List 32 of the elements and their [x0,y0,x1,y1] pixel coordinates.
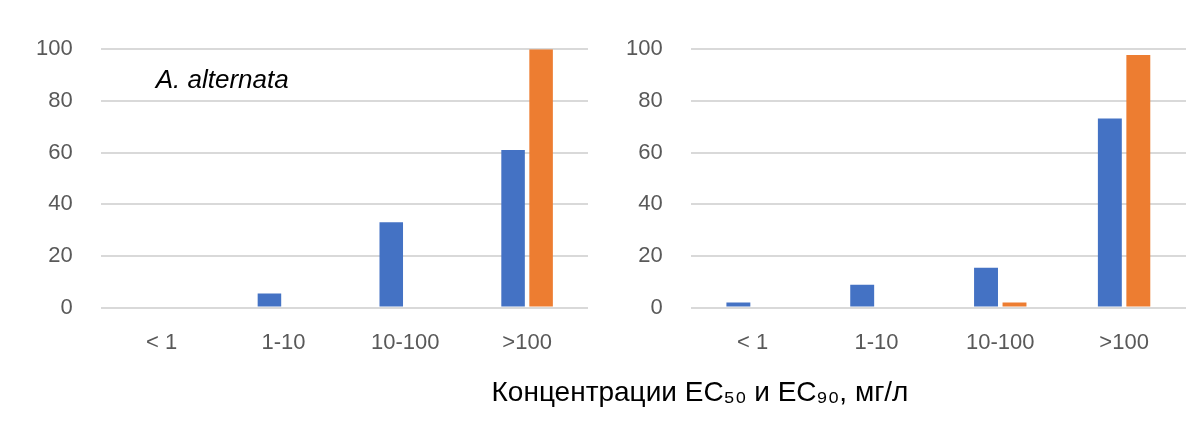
y-tick-label: 60 [638,138,663,164]
y-tick-label: 80 [638,86,663,112]
y-tick-label: 80 [48,86,73,112]
bar [501,149,525,307]
bar [850,284,875,307]
x-tick-label: 10-100 [371,328,440,354]
x-axis-title: Концентрации EC₅₀ и EC₉₀, мг/л [490,376,910,408]
bar [1002,302,1027,307]
y-tick-label: 20 [638,241,663,267]
bar [1126,54,1151,307]
y-tick-label: 60 [48,138,73,164]
bar [726,302,751,307]
bar [257,293,282,307]
y-tick-label: 100 [625,35,663,61]
annotation: A. alternata [153,64,289,95]
x-tick-label: 10-100 [966,328,1035,354]
y-tick-label: 40 [638,190,663,216]
y-tick-label: 0 [60,293,73,319]
x-tick-label: 1-10 [261,328,306,354]
bar [529,49,553,307]
x-tick-label: < 1 [737,328,769,354]
bar [379,222,404,307]
bar [1097,118,1122,307]
y-tick-label: 0 [650,293,663,319]
y-tick-label: 100 [35,35,73,61]
x-tick-label: >100 [1099,328,1149,354]
y-tick-label: 40 [48,190,73,216]
x-tick-label: < 1 [146,328,178,354]
y-tick-label: 20 [48,241,73,267]
bar [974,267,998,307]
x-tick-label: 1-10 [854,328,899,354]
x-tick-label: >100 [502,328,552,354]
